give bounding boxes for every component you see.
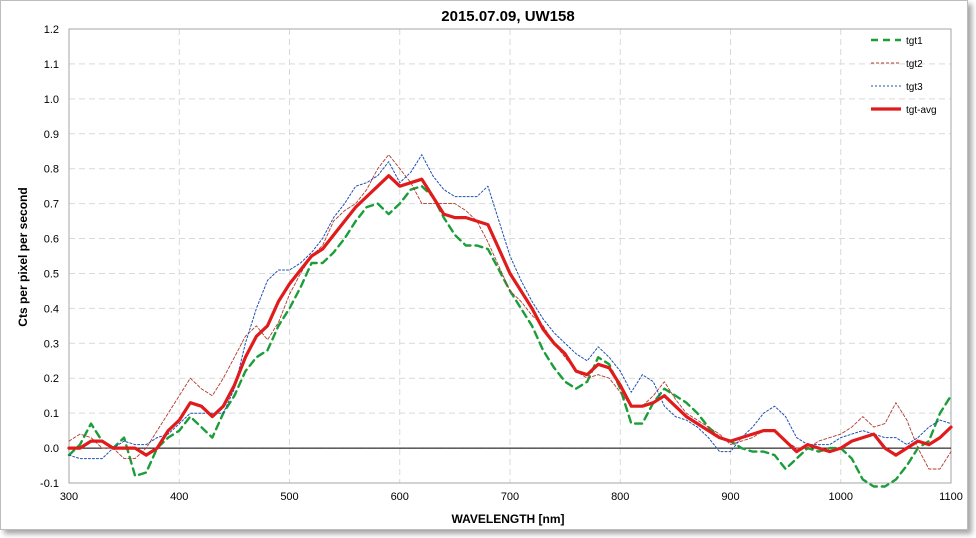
plot-area <box>68 28 952 484</box>
legend: tgt1 tgt2 tgt3 tgt-avg <box>871 36 937 116</box>
y-tick-label: 0.3 <box>44 338 59 350</box>
y-tick-label: 0.1 <box>44 408 59 420</box>
legend-label-tgt2: tgt2 <box>906 59 923 70</box>
grid <box>68 28 952 484</box>
chart-title: 2015.07.09, UW158 <box>441 8 574 25</box>
y-tick-label: 1.2 <box>44 24 59 36</box>
x-tick-label: 300 <box>60 491 78 503</box>
chart: -0.1 0.0 0.1 0.2 0.3 0.4 0.5 0.6 0.7 0.8 0.9 1.0 1.1… <box>16 8 963 526</box>
x-tick-labels: 300 400 500 600 700 800 900 1000 1100 <box>60 491 963 503</box>
x-tick-label: 400 <box>170 491 188 503</box>
x-tick-label: 500 <box>280 491 298 503</box>
x-tick-label: 1000 <box>829 491 853 503</box>
y-tick-label: 1.1 <box>44 59 59 71</box>
y-tick-label: 0.9 <box>44 129 59 141</box>
x-tick-label: 1100 <box>939 491 963 503</box>
y-tick-label: 0.0 <box>44 443 59 455</box>
y-tick-label: 0.2 <box>44 373 59 385</box>
y-tick-label: 0.4 <box>44 303 59 315</box>
y-tick-label: 0.5 <box>44 268 59 280</box>
legend-label-tgt1: tgt1 <box>906 36 923 47</box>
x-tick-label: 800 <box>611 491 629 503</box>
y-tick-label: 0.6 <box>44 234 59 246</box>
y-tick-label: 1.0 <box>44 94 59 106</box>
y-axis-label: Cts per pixel per second <box>16 187 30 326</box>
series-lines <box>67 154 953 488</box>
x-tick-label: 600 <box>391 491 409 503</box>
legend-label-tgt-avg: tgt-avg <box>906 105 937 116</box>
x-tick-label: 900 <box>721 491 739 503</box>
y-tick-label: -0.1 <box>40 478 59 490</box>
plot-border <box>68 28 952 484</box>
legend-label-tgt3: tgt3 <box>906 82 923 93</box>
y-tick-labels: -0.1 0.0 0.1 0.2 0.3 0.4 0.5 0.6 0.7 0.8 0.9 1.0 1.1… <box>40 24 59 490</box>
y-tick-label: 0.8 <box>44 164 59 176</box>
y-tick-label: 0.7 <box>44 199 59 211</box>
x-tick-label: 700 <box>501 491 519 503</box>
chart-frame: -0.1 0.0 0.1 0.2 0.3 0.4 0.5 0.6 0.7 0.8 0.9 1.0 1.1… <box>0 0 968 530</box>
x-axis-label: WAVELENGTH [nm] <box>451 512 564 526</box>
series-line-tgt-avg <box>67 174 953 457</box>
